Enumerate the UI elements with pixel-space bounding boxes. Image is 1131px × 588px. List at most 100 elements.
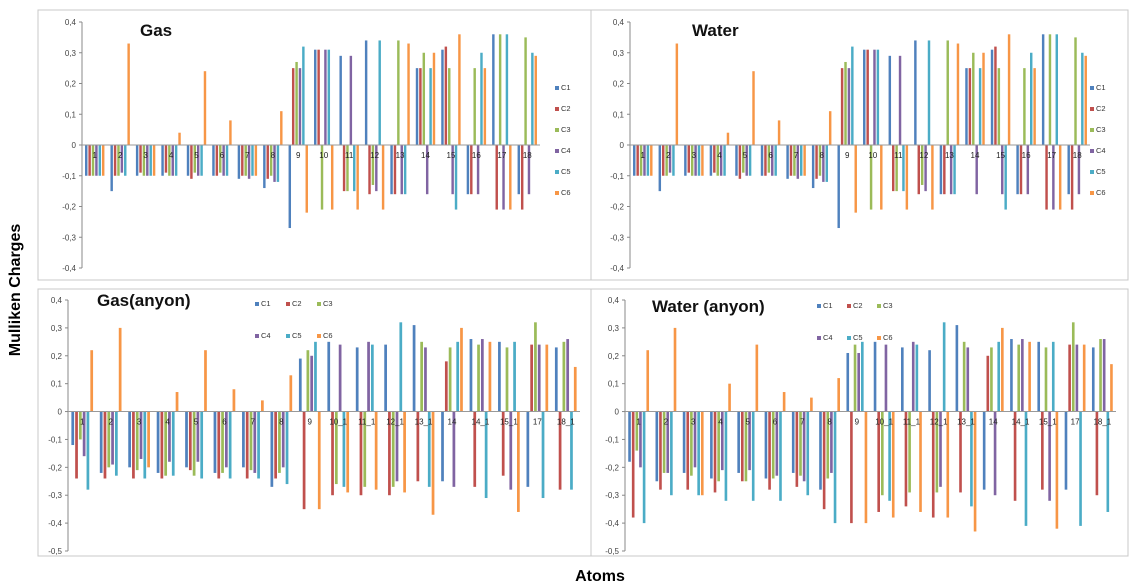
y-tick-label: 0	[620, 141, 625, 150]
y-tick-label: -0,3	[62, 233, 76, 242]
bar-C4-8	[830, 411, 833, 473]
bar-C2-8	[815, 145, 818, 179]
bar-C5-16	[480, 52, 483, 145]
bar-C5-5	[751, 411, 755, 501]
legend-swatch-C4	[817, 336, 821, 340]
bar-C4-2	[111, 411, 114, 465]
legend-label: C4	[823, 333, 833, 342]
y-tick-label: -0,3	[48, 491, 62, 500]
bar-C6-6	[232, 389, 236, 412]
bar-C5-3	[697, 145, 701, 176]
bar-C2-3	[139, 145, 142, 173]
bar-C6-7	[254, 145, 258, 176]
bar-C3-15	[448, 68, 451, 146]
bar-C1-2	[110, 145, 113, 192]
bar-C3-13	[962, 341, 966, 412]
bar-C3-13	[946, 40, 949, 146]
bar-C4-9	[857, 352, 860, 412]
x-tick-label: 8	[271, 151, 276, 160]
bar-C6-16	[1055, 411, 1059, 529]
legend-label: C2	[561, 104, 571, 113]
bar-C2-15	[1013, 411, 1017, 501]
x-tick-label: 18	[523, 151, 532, 160]
bar-C2-17	[1068, 344, 1071, 412]
x-tick-label: 1	[641, 151, 646, 160]
x-tick-label: 14_1	[472, 418, 490, 427]
bar-C4-18	[566, 339, 570, 412]
bar-C4-1	[82, 411, 86, 457]
bar-C6-12	[381, 145, 385, 210]
y-tick-label: -0,4	[48, 519, 62, 528]
legend-swatch-C3	[317, 302, 321, 306]
bar-C4-8	[822, 145, 825, 182]
bar-C3-15	[1017, 344, 1021, 412]
legend-swatch-C6	[1090, 191, 1094, 195]
bar-C4-14	[975, 145, 978, 195]
bar-C5-8	[285, 411, 289, 485]
bar-C2-6	[764, 145, 767, 176]
x-tick-label: 13_1	[957, 418, 975, 427]
panel-title: Water (anyon)	[652, 297, 765, 316]
bar-C4-1	[639, 411, 642, 468]
bar-C1-16	[1016, 145, 1019, 195]
bar-C4-4	[168, 411, 171, 462]
bar-C1-17	[492, 34, 495, 145]
bar-C1-15	[1010, 339, 1013, 412]
bar-C1-9	[846, 352, 850, 412]
bar-C5-7	[251, 145, 254, 176]
bar-C6-14	[1001, 327, 1004, 412]
x-tick-label: 12	[919, 151, 928, 160]
legend-swatch-C1	[255, 302, 259, 306]
y-tick-label: -0,2	[610, 203, 624, 212]
bar-C6-6	[229, 120, 232, 145]
bar-C5-17	[1079, 411, 1082, 526]
bar-C3-4	[716, 145, 719, 176]
bar-C3-4	[717, 411, 720, 482]
bar-C4-12	[924, 145, 927, 192]
bar-C6-17	[1058, 145, 1062, 210]
bar-C2-1	[88, 145, 91, 176]
bar-C2-7	[789, 145, 793, 176]
bar-C4-5	[196, 411, 200, 462]
bar-C1-2	[658, 145, 662, 192]
bar-C1-18	[554, 347, 558, 412]
bar-C3-4	[168, 145, 171, 176]
bar-C2-6	[768, 411, 771, 490]
bar-C6-12	[946, 411, 950, 518]
bar-C3-18	[1099, 339, 1102, 412]
bar-C3-12	[920, 145, 924, 185]
legend-label: C3	[561, 125, 571, 134]
bar-C2-13	[943, 145, 946, 195]
x-tick-label: 11	[894, 151, 903, 160]
legend-label: C3	[323, 299, 333, 308]
bar-C5-1	[642, 411, 646, 524]
bar-C2-13	[393, 145, 397, 195]
bar-C5-17	[541, 411, 545, 499]
bar-C4-5	[196, 145, 200, 176]
bar-C6-1	[646, 350, 650, 412]
bar-C2-16	[470, 145, 473, 195]
bar-C4-5	[745, 145, 748, 176]
bar-C5-14	[997, 341, 1001, 412]
bar-C3-16	[505, 347, 509, 412]
bar-C6-5	[203, 71, 207, 145]
bar-C3-17	[1071, 322, 1075, 412]
y-tick-label: 0,4	[65, 18, 77, 27]
legend-swatch-C1	[555, 86, 559, 90]
y-tick-label: 0,2	[608, 352, 620, 361]
bar-C1-13	[412, 325, 416, 412]
bar-C1-17	[526, 411, 530, 487]
bar-C6-9	[854, 145, 857, 213]
bar-C3-14	[448, 347, 452, 412]
bar-C4-15	[1001, 145, 1004, 195]
bar-C6-17	[1082, 344, 1086, 412]
y-tick-label: -0,2	[48, 463, 62, 472]
x-tick-label: 17	[533, 418, 542, 427]
x-tick-label: 14	[971, 151, 980, 160]
bar-C6-16	[483, 68, 487, 146]
bar-C3-3	[690, 145, 694, 176]
bar-C6-5	[752, 71, 755, 145]
bar-C3-6	[771, 411, 775, 479]
bar-C4-1	[95, 145, 98, 176]
